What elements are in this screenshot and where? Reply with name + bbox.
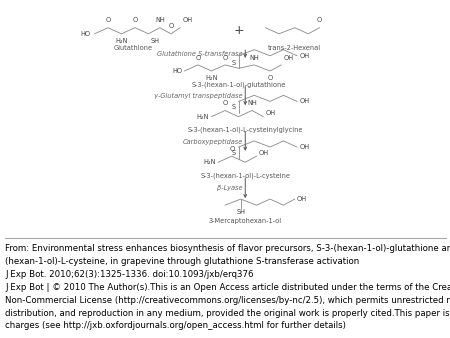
- Text: OH: OH: [297, 196, 307, 202]
- Text: 3-Mercaptohexan-1-ol: 3-Mercaptohexan-1-ol: [209, 218, 282, 224]
- Text: OH: OH: [182, 17, 193, 23]
- Text: O: O: [222, 100, 228, 106]
- Text: H₂N: H₂N: [197, 114, 209, 120]
- Text: HO: HO: [172, 68, 182, 74]
- Text: S: S: [232, 104, 236, 110]
- Text: OH: OH: [299, 53, 310, 59]
- Text: (hexan-1-ol)-L-cysteine, in grapevine through glutathione S-transferase activati: (hexan-1-ol)-L-cysteine, in grapevine th…: [5, 257, 360, 266]
- Text: +: +: [233, 24, 244, 37]
- Text: H₂N: H₂N: [205, 75, 218, 81]
- Text: OH: OH: [299, 98, 310, 104]
- Text: O: O: [132, 17, 138, 23]
- Text: S: S: [232, 59, 236, 66]
- Text: O: O: [195, 55, 201, 61]
- Text: HO: HO: [81, 31, 91, 37]
- Text: S: S: [232, 150, 236, 156]
- Text: Carboxypeptidase: Carboxypeptidase: [183, 139, 243, 145]
- Text: OH: OH: [259, 150, 269, 156]
- Text: NH: NH: [249, 55, 259, 61]
- Text: O: O: [105, 17, 111, 23]
- Text: SH: SH: [236, 209, 245, 215]
- Text: H₂N: H₂N: [203, 159, 216, 165]
- Text: O: O: [317, 17, 322, 23]
- Text: J Exp Bot | © 2010 The Author(s).This is an Open Access article distributed unde: J Exp Bot | © 2010 The Author(s).This is…: [5, 283, 450, 292]
- Text: NH: NH: [247, 100, 257, 106]
- Text: SH: SH: [151, 38, 160, 44]
- Text: From: Environmental stress enhances biosynthesis of flavor precursors, S-3-(hexa: From: Environmental stress enhances bios…: [5, 244, 450, 254]
- Text: Glutathione: Glutathione: [113, 45, 152, 51]
- Text: β-Lyase: β-Lyase: [217, 185, 243, 191]
- Text: S-3-(hexan-1-ol)-L-cysteine: S-3-(hexan-1-ol)-L-cysteine: [200, 172, 290, 179]
- Text: NH: NH: [155, 17, 165, 23]
- Text: Non-Commercial License (http://creativecommons.org/licenses/by-nc/2.5), which pe: Non-Commercial License (http://creativec…: [5, 296, 450, 305]
- Text: O: O: [267, 75, 273, 81]
- Text: O: O: [229, 146, 234, 152]
- Text: H₂N: H₂N: [115, 38, 128, 44]
- Text: charges (see http://jxb.oxfordjournals.org/open_access.html for further details): charges (see http://jxb.oxfordjournals.o…: [5, 321, 346, 331]
- Text: OH: OH: [266, 110, 276, 116]
- Text: trans-2-Hexenal: trans-2-Hexenal: [268, 45, 321, 51]
- Text: Glutathione S-transferase: Glutathione S-transferase: [157, 51, 243, 57]
- Text: OH: OH: [299, 144, 310, 150]
- Text: O: O: [222, 55, 228, 61]
- Text: OH: OH: [284, 55, 293, 61]
- Text: S-3-(hexan-1-ol)-glutathione: S-3-(hexan-1-ol)-glutathione: [191, 81, 286, 88]
- Text: S-3-(hexan-1-ol)-L-cysteinylglycine: S-3-(hexan-1-ol)-L-cysteinylglycine: [188, 127, 303, 133]
- Text: γ-Glutamyl transpeptidase: γ-Glutamyl transpeptidase: [154, 93, 243, 99]
- Text: J Exp Bot. 2010;62(3):1325-1336. doi:10.1093/jxb/erq376: J Exp Bot. 2010;62(3):1325-1336. doi:10.…: [5, 270, 254, 279]
- Text: O: O: [168, 23, 174, 29]
- Text: distribution, and reproduction in any medium, provided the original work is prop: distribution, and reproduction in any me…: [5, 309, 450, 318]
